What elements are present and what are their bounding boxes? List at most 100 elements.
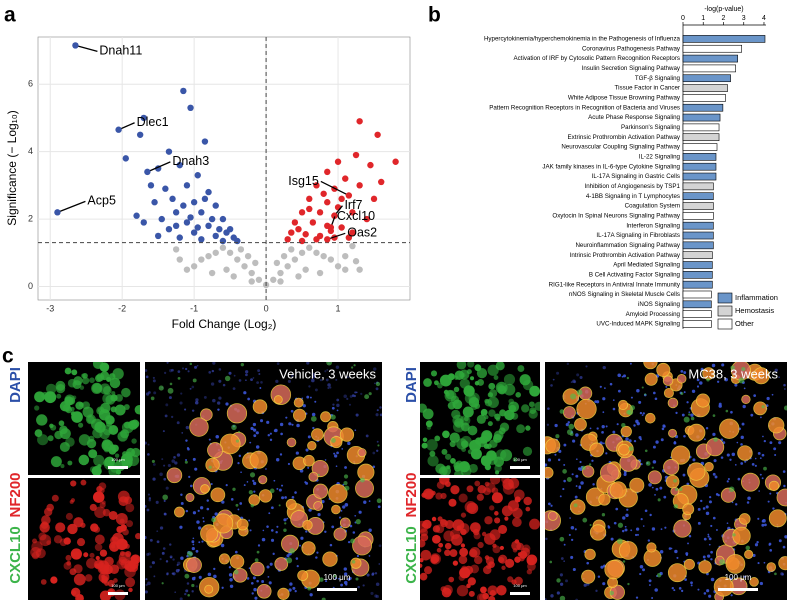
- nucleus: [766, 396, 770, 401]
- cell: [134, 405, 140, 415]
- cell: [432, 534, 441, 544]
- nucleus: [284, 496, 287, 499]
- nucleus: [712, 432, 716, 437]
- nucleus: [597, 575, 601, 578]
- nucleus: [252, 481, 257, 486]
- cell-green: [609, 590, 615, 596]
- nucleus: [718, 402, 722, 406]
- bar: [682, 192, 714, 200]
- point: [342, 175, 349, 182]
- legend-label: Inflammation: [735, 293, 778, 302]
- micrograph: [420, 478, 540, 600]
- nucleus: [575, 598, 578, 600]
- point: [352, 151, 360, 159]
- nucleus: [753, 394, 757, 397]
- nucleus: [268, 581, 272, 585]
- cell-green: [224, 375, 231, 382]
- cell: [584, 548, 596, 561]
- cell: [442, 584, 453, 595]
- nucleus: [307, 435, 311, 439]
- cell: [468, 590, 475, 597]
- cell: [122, 451, 128, 457]
- nucleus: [309, 396, 312, 399]
- cell: [545, 466, 554, 479]
- nucleus: [151, 561, 155, 565]
- nucleus: [169, 369, 173, 373]
- point: [291, 256, 299, 263]
- cell: [122, 528, 129, 536]
- cell: [464, 565, 474, 575]
- nucleus: [575, 458, 578, 461]
- nucleus: [326, 369, 329, 371]
- nucleus: [332, 403, 335, 406]
- cell: [444, 481, 451, 487]
- nucleus: [312, 426, 315, 430]
- point: [248, 278, 255, 285]
- cell: [646, 542, 657, 553]
- nucleus: [276, 487, 279, 490]
- nucleus: [771, 393, 774, 396]
- nucleus: [331, 525, 335, 529]
- cell: [495, 362, 505, 371]
- cell: [467, 362, 475, 368]
- cell-green: [690, 416, 695, 421]
- bar: [682, 290, 712, 299]
- nucleus: [565, 579, 568, 583]
- cell: [55, 383, 66, 394]
- cell: [456, 362, 467, 370]
- cell: [453, 462, 461, 470]
- cell: [480, 408, 488, 416]
- nucleus: [764, 523, 767, 527]
- cell: [753, 401, 768, 416]
- cell-green: [177, 376, 181, 380]
- nucleus: [324, 370, 327, 373]
- nucleus: [680, 589, 684, 593]
- cell: [126, 520, 134, 528]
- cell: [618, 443, 630, 456]
- point: [205, 188, 212, 196]
- cell: [668, 428, 677, 438]
- nucleus: [691, 389, 696, 394]
- cell: [420, 549, 432, 561]
- cell: [81, 401, 90, 410]
- nucleus: [774, 453, 777, 457]
- nucleus: [269, 562, 273, 566]
- cell: [47, 435, 54, 442]
- nucleus: [147, 493, 150, 496]
- category-label: Activation of IRF by Cytosolic Pattern R…: [514, 55, 680, 62]
- cell: [522, 446, 533, 456]
- bar: [682, 123, 720, 132]
- cell: [64, 367, 72, 375]
- x-tick-label: 1: [701, 15, 705, 22]
- nucleus: [194, 365, 198, 369]
- cell-green: [317, 473, 320, 476]
- cell-green: [732, 533, 736, 537]
- point: [169, 195, 176, 203]
- cell: [333, 527, 347, 541]
- category-label: Parkinson's Signaling: [621, 124, 681, 131]
- cell-green: [359, 477, 365, 483]
- cell-green: [351, 560, 356, 564]
- point: [320, 252, 327, 260]
- cell-green: [706, 378, 710, 382]
- cell: [297, 570, 309, 581]
- nucleus: [617, 389, 621, 393]
- cell-green: [189, 362, 193, 366]
- y-tick-label: 2: [28, 213, 33, 223]
- cell: [109, 564, 120, 575]
- x-tick-label: -1: [190, 303, 198, 313]
- cell: [73, 564, 83, 574]
- nucleus: [707, 533, 710, 536]
- nucleus: [152, 463, 156, 466]
- cell: [86, 438, 97, 449]
- gene-label: Irf7: [344, 198, 362, 212]
- nucleus: [373, 367, 377, 371]
- cell: [498, 556, 505, 563]
- nucleus: [575, 433, 579, 437]
- category-label: Pattern Recognition Receptors in Recogni…: [489, 104, 680, 111]
- cell: [84, 574, 93, 582]
- nucleus: [211, 369, 215, 373]
- nucleus: [171, 368, 174, 372]
- cell: [420, 528, 428, 537]
- cell: [426, 425, 432, 430]
